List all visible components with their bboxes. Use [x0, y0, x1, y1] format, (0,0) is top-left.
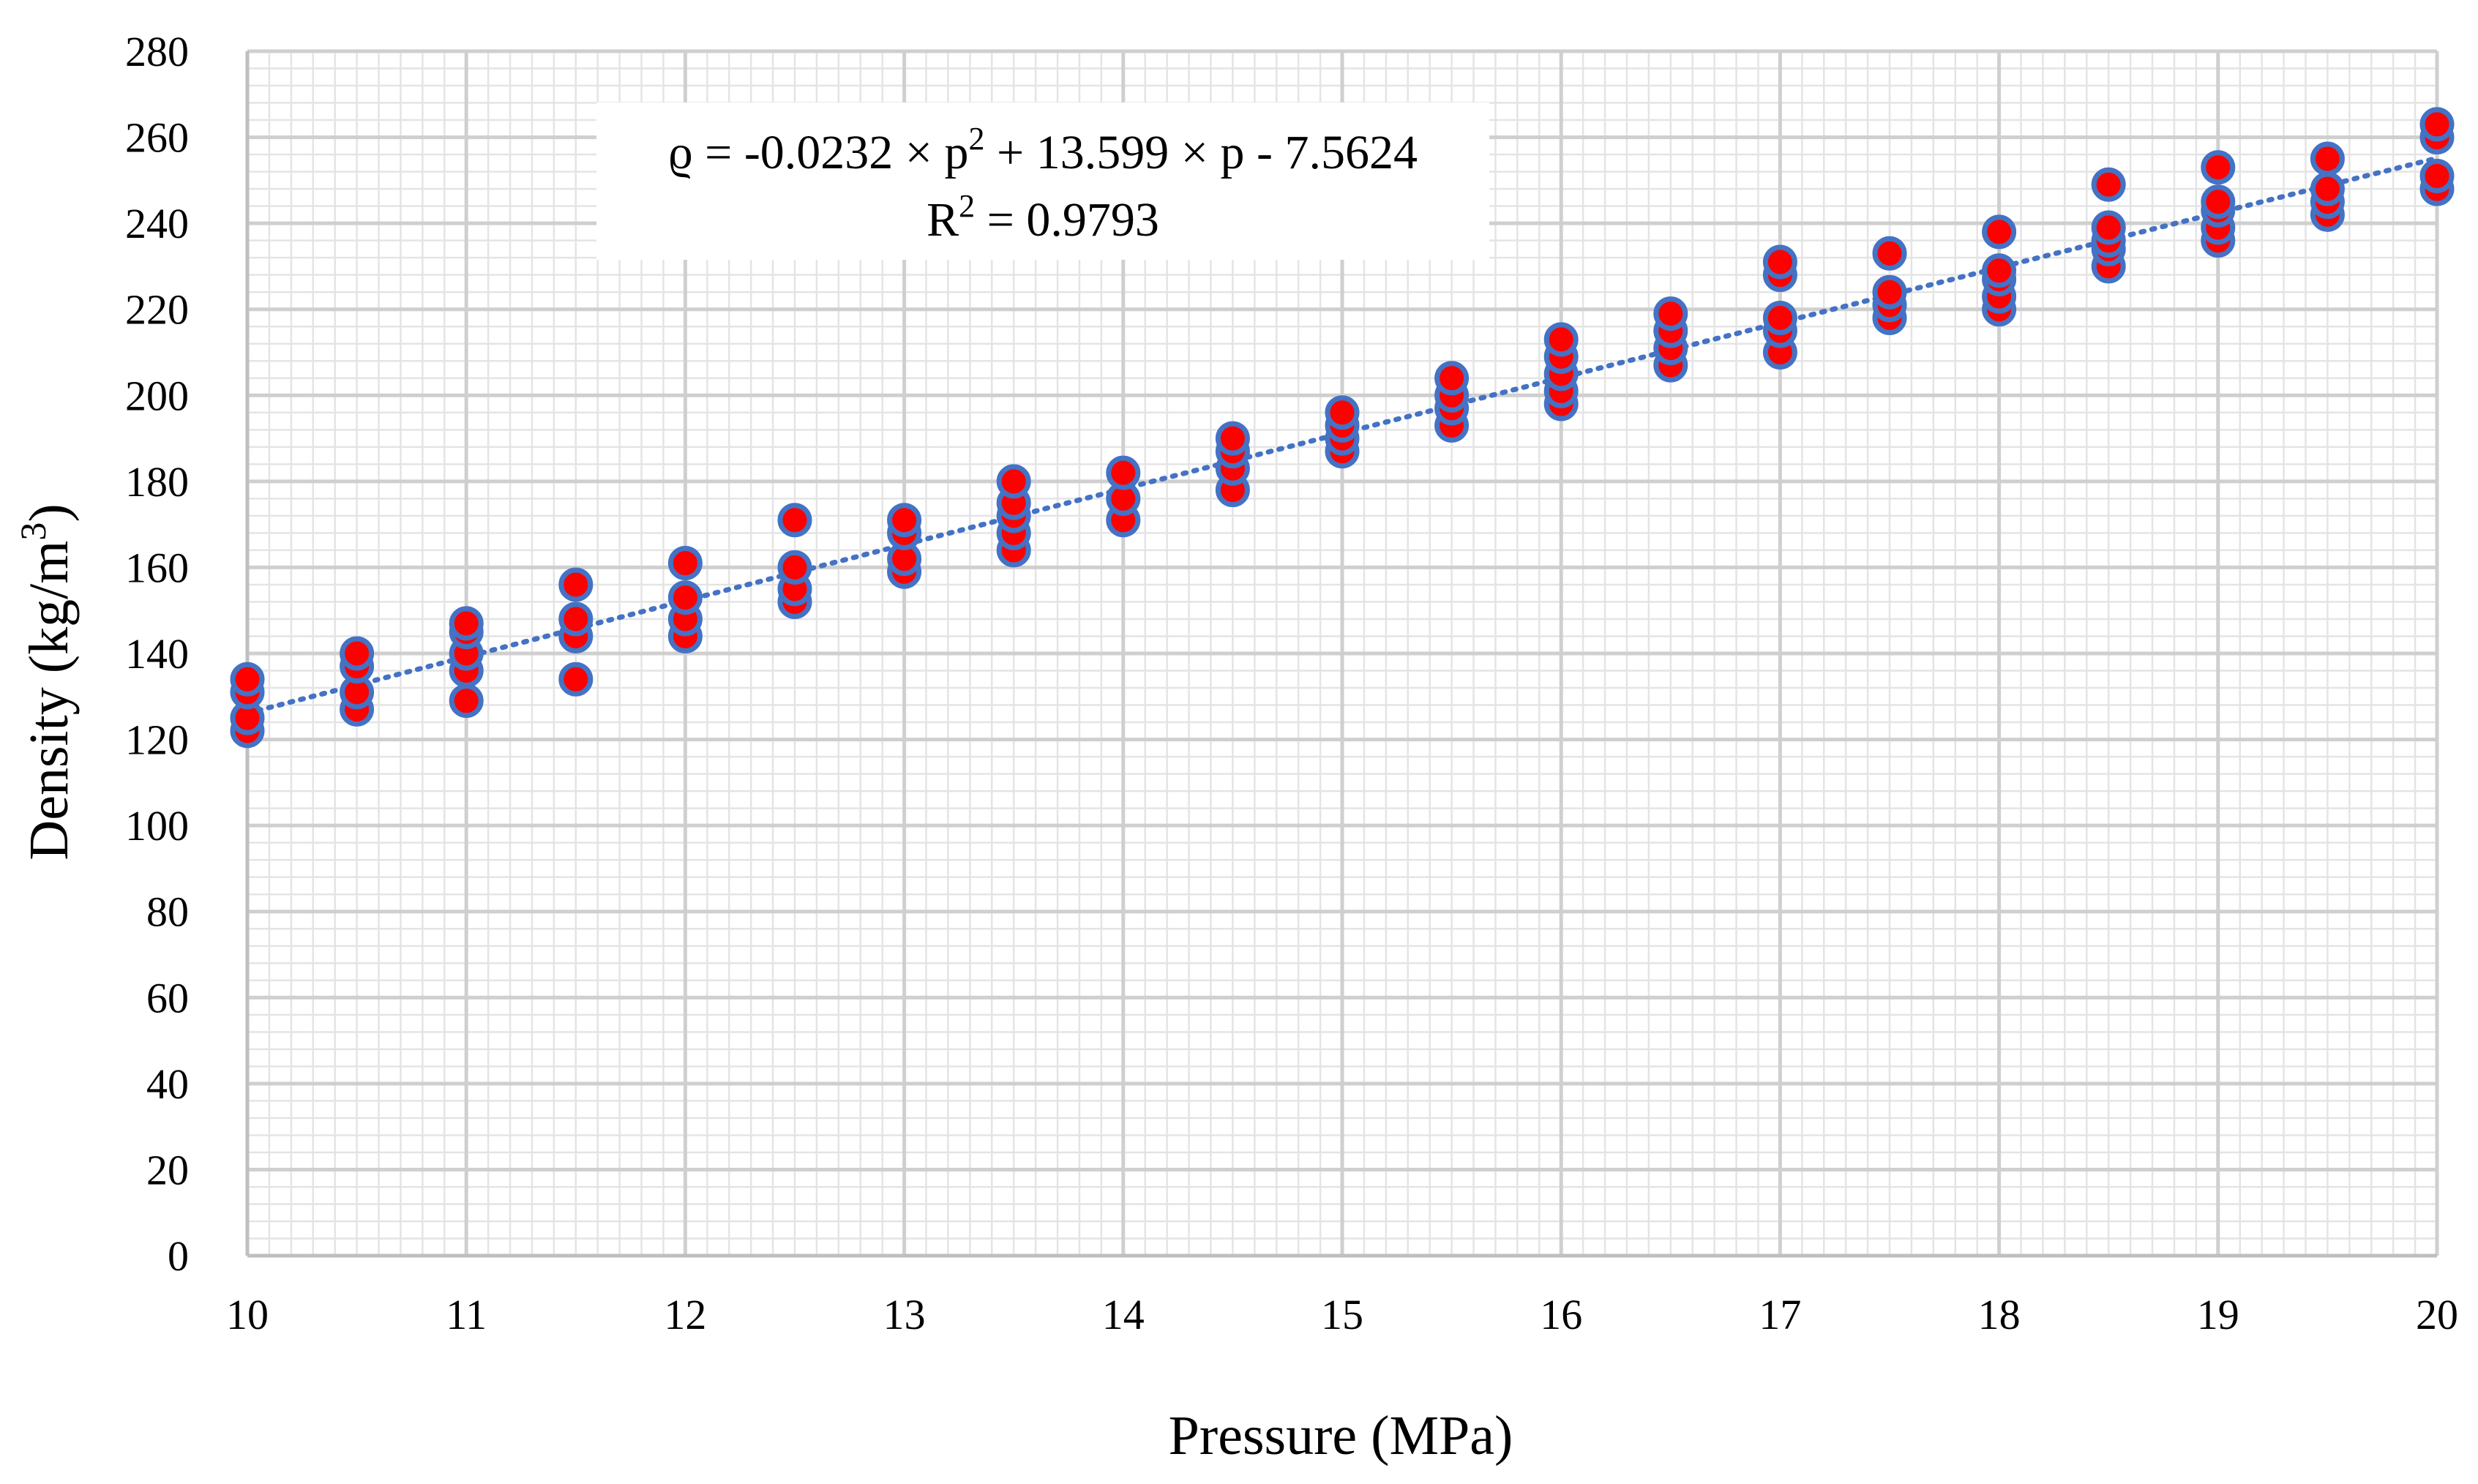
x-tick-label: 12: [664, 1291, 706, 1338]
data-point: [558, 567, 594, 602]
y-axis-title-superscript: 3: [12, 522, 53, 541]
data-point: [230, 662, 265, 697]
data-point: [2310, 171, 2345, 206]
axes: [245, 51, 2437, 1258]
r-squared-label: R2 = 0.9793: [927, 188, 1159, 247]
data-point: [777, 503, 812, 538]
data-point: [2091, 210, 2126, 245]
major-gridlines: [245, 49, 2439, 1258]
data-point: [1872, 236, 1907, 271]
data-point: [449, 683, 484, 719]
y-tick-labels: 0 20 40 60 80 100 120 140 160 180 200 220 240 260 280: [125, 28, 189, 1280]
equation-superscript: 2: [969, 121, 985, 157]
data-point: [1653, 296, 1688, 331]
y-tick-label: 180: [125, 458, 189, 506]
y-tick-label: 20: [146, 1146, 189, 1193]
data-point: [887, 503, 922, 538]
y-tick-label: 220: [125, 286, 189, 334]
x-tick-label: 14: [1102, 1291, 1145, 1338]
r-squared-superscript: 2: [959, 188, 975, 224]
data-point: [558, 662, 594, 697]
data-point: [2419, 107, 2455, 142]
equation-box: ϱ = -0.0232 × p2 + 13.599 × p - 7.5624 R…: [596, 102, 1489, 260]
data-point: [1872, 274, 1907, 310]
data-point: [558, 602, 594, 637]
equation-part-1: ϱ = -0.0232 × p: [668, 126, 969, 179]
data-point: [996, 464, 1031, 499]
x-axis-title: Pressure (MPa): [1169, 1405, 1513, 1466]
data-point: [2091, 167, 2126, 202]
data-point: [1325, 395, 1360, 430]
y-tick-label: 140: [125, 630, 189, 678]
y-tick-label: 160: [125, 544, 189, 591]
data-point: [1762, 300, 1797, 335]
y-axis-title: Density (kg/m3): [12, 503, 80, 860]
r-squared-prefix: R: [927, 193, 959, 247]
y-tick-label: 40: [146, 1060, 189, 1108]
x-tick-label: 13: [883, 1291, 926, 1338]
y-tick-label: 240: [125, 200, 189, 247]
x-tick-label: 11: [446, 1291, 487, 1338]
data-point: [2419, 158, 2455, 193]
y-tick-label: 280: [125, 28, 189, 75]
y-tick-label: 100: [125, 802, 189, 850]
x-tick-label: 16: [1540, 1291, 1582, 1338]
y-tick-label: 0: [168, 1232, 189, 1280]
data-point: [667, 580, 703, 615]
data-point: [1762, 244, 1797, 280]
y-tick-label: 120: [125, 716, 189, 764]
y-tick-label: 60: [146, 974, 189, 1022]
equation-box-background: [596, 102, 1489, 260]
x-tick-label: 20: [2416, 1291, 2458, 1338]
x-tick-label: 17: [1759, 1291, 1801, 1338]
y-axis-title-prefix: Density (kg/m: [18, 541, 80, 861]
x-tick-label: 19: [2197, 1291, 2239, 1338]
data-points: [230, 107, 2455, 749]
data-point: [1982, 253, 2017, 288]
data-point: [1434, 361, 1470, 396]
equation-part-2: + 13.599 × p - 7.5624: [985, 126, 1418, 179]
data-point: [777, 550, 812, 585]
x-tick-label: 18: [1978, 1291, 2021, 1338]
x-tick-labels: 10 11 12 13 14 15 16 17 18 19 20: [226, 1291, 2458, 1338]
data-point: [2201, 184, 2236, 220]
data-point: [1106, 455, 1141, 490]
y-tick-label: 80: [146, 888, 189, 936]
data-point: [449, 606, 484, 641]
y-axis-title-suffix: ): [18, 503, 80, 522]
data-point: [667, 546, 703, 581]
r-squared-value: = 0.9793: [975, 193, 1159, 247]
y-tick-label: 260: [125, 114, 189, 162]
y-tick-label: 200: [125, 372, 189, 419]
x-tick-label: 15: [1321, 1291, 1363, 1338]
trendline-equation: ϱ = -0.0232 × p2 + 13.599 × p - 7.5624: [668, 121, 1418, 179]
data-point: [1215, 421, 1250, 456]
data-point: [1982, 214, 2017, 250]
data-point: [2310, 141, 2345, 176]
data-point: [1543, 322, 1579, 357]
data-point: [340, 636, 375, 671]
x-tick-label: 10: [226, 1291, 269, 1338]
data-point: [2201, 150, 2236, 185]
